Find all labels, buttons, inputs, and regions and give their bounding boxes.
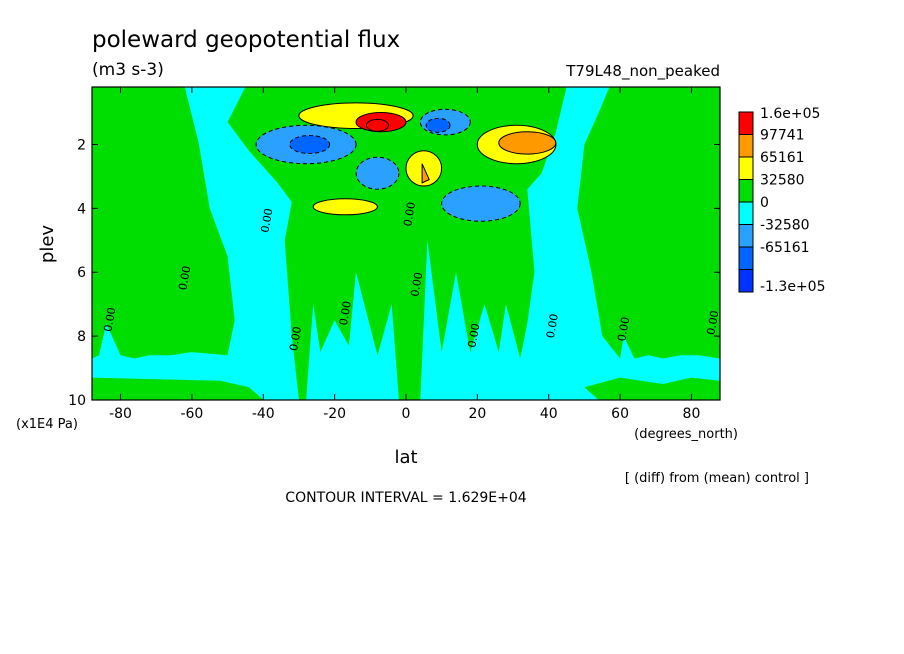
legend-swatch-3	[738, 179, 754, 203]
flux-feature-4	[498, 131, 557, 155]
legend-swatch-7	[738, 269, 754, 293]
contour-label-7: 0.00	[408, 271, 425, 297]
contour-label-10: 0.00	[615, 316, 632, 342]
run-label: T79L48_non_peaked	[565, 62, 720, 81]
legend-label-6: -65161	[760, 240, 810, 256]
plot-area: 0.00 0.00 0.00 0.00 0.00 0.00 0.00 0.00 0.00 0.00…	[92, 87, 721, 400]
x-tick-label-5: 20	[468, 406, 486, 422]
contour-label-8: 0.00	[465, 322, 482, 348]
y-axis: 2 4 6 8 10	[68, 137, 720, 409]
legend-label-0: 1.6e+05	[760, 106, 820, 122]
y-tick-label-4: 10	[68, 393, 86, 409]
x-tick-label-0: -80	[109, 406, 132, 422]
contour-label-5: 0.00	[337, 300, 354, 326]
x-tick-label-3: -20	[323, 406, 346, 422]
flux-feature-6	[312, 198, 378, 216]
contour-label-1: 0.00	[258, 207, 275, 233]
y-axis-label: plev	[37, 225, 58, 264]
max-core	[365, 118, 389, 132]
positive-region-2	[227, 87, 567, 400]
min-core-1	[289, 134, 331, 154]
flux-feature-8	[355, 156, 400, 190]
contour-label-3: 0.00	[101, 306, 118, 332]
diff-note: [ (diff) from (mean) control ]	[625, 471, 809, 486]
contour-label-2: 0.00	[176, 265, 193, 291]
legend-label-4: 0	[760, 195, 769, 211]
legend-swatch-0	[738, 111, 754, 135]
positive-region-5	[584, 377, 720, 400]
x-axis-units: (degrees_north)	[634, 427, 738, 442]
legend-swatch-6	[738, 246, 754, 270]
contour-label-4: 0.00	[287, 325, 304, 351]
x-tick-label-7: 60	[611, 406, 629, 422]
legend-label-2: 65161	[760, 150, 805, 166]
legend-swatch-1	[738, 134, 754, 158]
x-tick-label-2: -40	[252, 406, 275, 422]
contour-interval: CONTOUR INTERVAL = 1.629E+04	[285, 490, 526, 506]
legend-label-3: 32580	[760, 173, 805, 189]
y-tick-label-2: 6	[77, 265, 86, 281]
secondary-core	[421, 163, 430, 184]
x-tick-label-6: 40	[540, 406, 558, 422]
positive-region-4	[92, 377, 264, 400]
positive-region-3	[577, 87, 720, 359]
legend-swatch-4	[738, 201, 754, 225]
flux-feature-10	[441, 185, 521, 222]
legend-swatch-2	[738, 156, 754, 180]
min-core-2	[425, 117, 451, 133]
legend-label-5: -32580	[760, 218, 810, 234]
x-tick-label-8: 80	[683, 406, 701, 422]
legend-label-7: -1.3e+05	[760, 279, 825, 295]
contour-label-9: 0.00	[544, 313, 561, 339]
positive-region-1	[92, 87, 235, 359]
y-tick-label-0: 2	[77, 137, 86, 153]
chart-units: (m3 s-3)	[92, 60, 164, 80]
chart-title: poleward geopotential flux	[92, 27, 400, 53]
legend-label-1: 97741	[760, 128, 805, 144]
x-axis: -80 -60 -40 -20 0 20 40 60 80	[109, 87, 700, 422]
color-legend: 1.6e+05 97741 65161 32580 0 -32580 -65161 -1.3e…	[738, 106, 825, 295]
legend-swatch-5	[738, 224, 754, 248]
y-tick-label-3: 8	[77, 329, 86, 345]
x-tick-label-4: 0	[402, 406, 411, 422]
y-tick-label-1: 4	[77, 201, 86, 217]
x-axis-label: lat	[394, 447, 417, 468]
contour-label-6: 0.00	[401, 201, 418, 227]
contour-label-11: 0.00	[704, 309, 721, 335]
y-axis-units: (x1E4 Pa)	[16, 417, 78, 432]
x-tick-label-1: -60	[180, 406, 203, 422]
